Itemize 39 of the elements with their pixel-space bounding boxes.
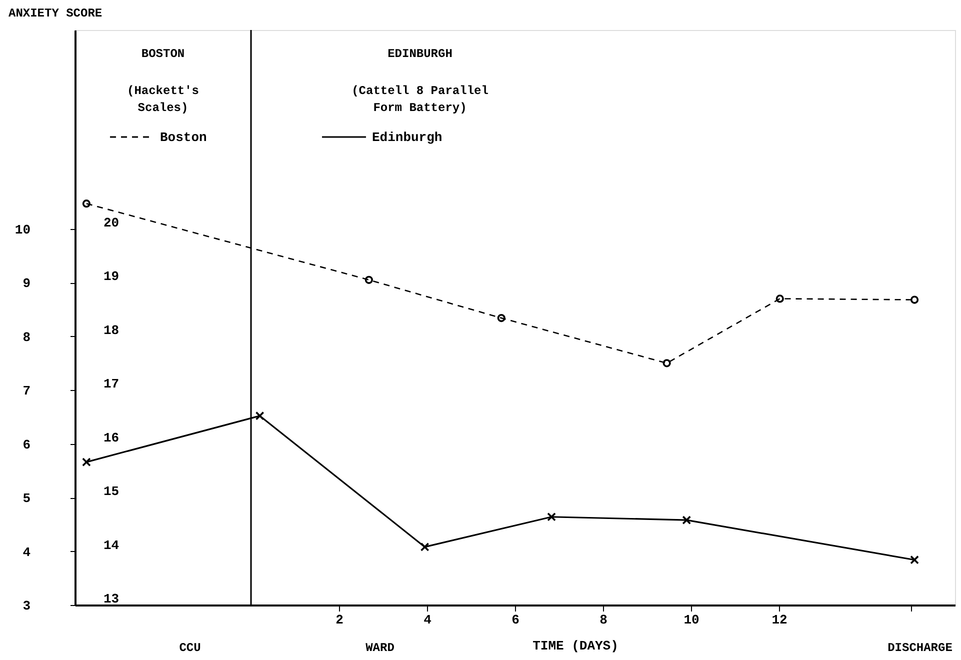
y-tick-label: 4 (22, 544, 31, 560)
annotation: BOSTON (141, 47, 185, 61)
y2-tick-label: 20 (104, 215, 120, 230)
x-tick-label: 4 (424, 612, 432, 628)
y2-tick-label: 17 (104, 376, 120, 392)
point (910, 296, 919, 304)
annotation: (Cattell 8 Parallel Form Battery) (352, 84, 488, 115)
y2-tick-label: 19 (104, 269, 120, 284)
point (497, 314, 506, 322)
y-tick-label: 3 (22, 598, 31, 614)
text: DISCHARGE (888, 641, 952, 655)
text: WARD (366, 641, 394, 655)
x-tick-label: 6 (512, 612, 520, 628)
x-tick-label: 2 (336, 612, 344, 628)
legend-label: Boston (160, 130, 208, 145)
y-tick-label: 5 (22, 491, 31, 506)
x-tick-label: 8 (600, 612, 608, 628)
text: CCU (179, 641, 201, 655)
point (662, 359, 671, 368)
annotation: EDINBURGH (388, 47, 452, 61)
y2-tick-label: 15 (104, 484, 120, 500)
y-tick-label: 6 (22, 437, 31, 452)
y-tick-label: 9 (22, 276, 31, 292)
y-tick-label: 8 (22, 330, 31, 345)
point (364, 276, 373, 284)
y-tick-label: 7 (22, 384, 30, 399)
point (776, 294, 784, 303)
y2-tick-label: 16 (104, 430, 120, 446)
legend-label: Edinburgh (372, 130, 442, 145)
x-axis-title: TIME (DAYS) (532, 638, 618, 654)
x-tick-label: 12 (772, 612, 788, 628)
annotation: (Hackett's Scales) (126, 84, 200, 115)
y2-tick-label: 18 (104, 322, 120, 338)
point (82, 200, 90, 208)
y2-tick-label: 14 (104, 538, 120, 553)
y-tick-label: 10 (14, 222, 31, 238)
x-tick-label: 10 (684, 612, 700, 628)
y2-tick-label: 13 (104, 592, 120, 606)
y-axis-title: ANXIETY SCORE (8, 6, 102, 20)
